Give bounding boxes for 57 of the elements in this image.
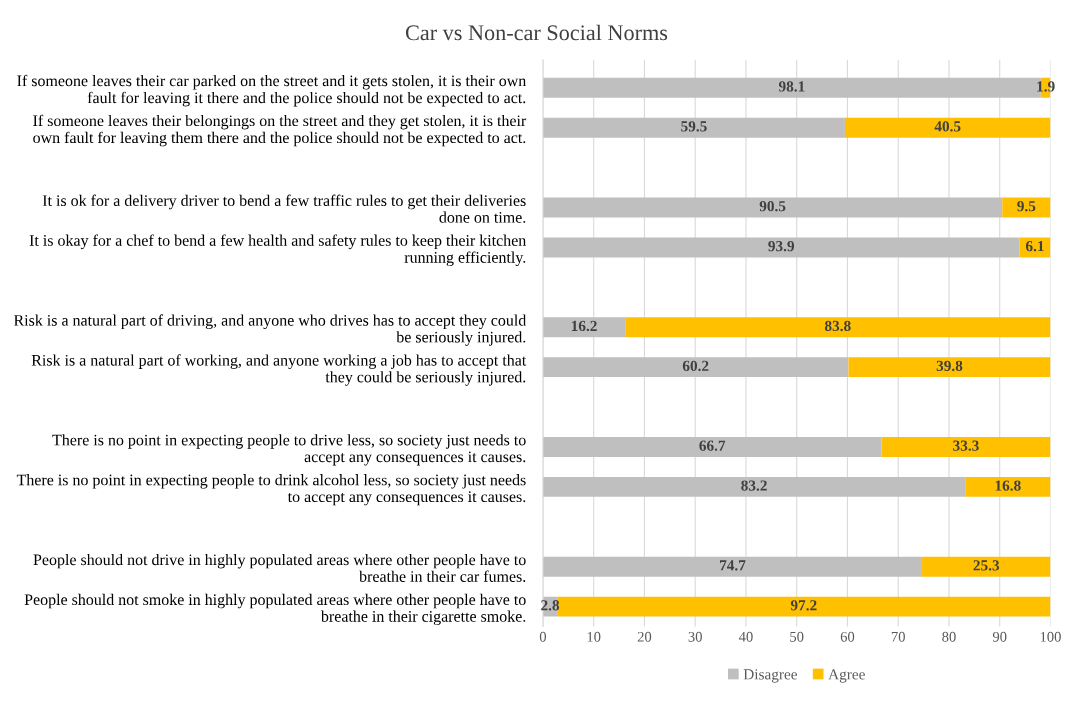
y-tick-label: If someone leaves their belongings on the street and they get stolen, it is their own fault for leaving them there and the police should not be expected to act. bbox=[33, 114, 527, 147]
data-label: 33.3 bbox=[953, 440, 979, 451]
data-label: 83.2 bbox=[741, 480, 767, 491]
bar bbox=[848, 357, 1051, 378]
legend-label: Agree bbox=[828, 669, 865, 683]
y-tick-label: It is ok for a delivery driver to bend a few traffic rules to get their deliveries done on time. bbox=[42, 194, 526, 223]
data-label: 6.1 bbox=[1025, 240, 1044, 252]
data-label: 9.5 bbox=[1017, 201, 1036, 212]
data-label: 66.7 bbox=[699, 440, 726, 451]
x-tick-label: 90 bbox=[992, 631, 1007, 642]
y-tick-label: There is no point in expecting people to drink alcohol less, so society just needs to accept any consequences it causes. bbox=[16, 474, 526, 506]
bar bbox=[557, 596, 1051, 617]
bar bbox=[625, 317, 1051, 338]
bar bbox=[881, 436, 1051, 457]
y-tick-label: It is okay for a chef to bend a few health and safety rules to keep their kitchen running efficiently. bbox=[29, 234, 527, 267]
data-label: 98.1 bbox=[778, 81, 805, 92]
y-tick-label: People should not drive in highly populated areas where other people have to breathe in their car fumes. bbox=[33, 553, 526, 582]
data-label: 40.5 bbox=[934, 121, 961, 132]
data-label: 83.8 bbox=[824, 320, 851, 332]
x-tick-label: 20 bbox=[637, 631, 652, 642]
legend-label: Disagree bbox=[743, 669, 798, 683]
bar bbox=[844, 117, 1051, 138]
x-tick-label: 50 bbox=[790, 631, 804, 642]
data-label: 93.9 bbox=[768, 240, 795, 252]
x-tick-label: 70 bbox=[891, 631, 905, 642]
y-tick-label: There is no point in expecting people to drive less, so society just needs to accept any consequences it causes. bbox=[52, 434, 526, 466]
data-label: 90.5 bbox=[759, 201, 786, 212]
data-label: 60.2 bbox=[682, 360, 709, 372]
bar bbox=[542, 436, 882, 457]
data-label: 25.3 bbox=[973, 560, 1000, 571]
x-tick-label: 80 bbox=[942, 631, 956, 642]
y-tick-label: Risk is a natural part of driving, and anyone who drives has to accept they could be seriously injured. bbox=[13, 314, 527, 346]
data-label: 39.8 bbox=[936, 360, 963, 372]
x-tick-label: 0 bbox=[539, 631, 547, 642]
bar bbox=[542, 476, 966, 497]
x-tick-label: 60 bbox=[840, 631, 855, 642]
bar bbox=[542, 317, 626, 338]
y-tick-label: If someone leaves their car parked on the street and it gets stolen, it is their own fault for leaving it there and the police should not be expected to act. bbox=[17, 74, 527, 107]
y-tick-label: People should not smoke in highly populated areas where other people have to breathe in their cigarette smoke. bbox=[24, 593, 526, 626]
x-tick-label: 10 bbox=[587, 631, 601, 642]
bar bbox=[542, 556, 923, 577]
bar bbox=[542, 197, 1003, 218]
bar bbox=[542, 237, 1020, 258]
chart-title: Car vs Non-car Social Norms bbox=[405, 24, 668, 41]
bar bbox=[542, 357, 849, 378]
x-tick-label: 40 bbox=[738, 631, 753, 642]
bar bbox=[922, 556, 1051, 577]
data-label: 16.8 bbox=[995, 480, 1021, 491]
data-label: 59.5 bbox=[681, 121, 707, 132]
y-tick-label: Risk is a natural part of working, and anyone working a job has to accept that they could be seriously injured. bbox=[31, 354, 527, 386]
data-label: 16.2 bbox=[571, 320, 597, 332]
data-label: 74.7 bbox=[720, 560, 746, 571]
x-tick-label: 30 bbox=[688, 631, 702, 642]
data-label: 97.2 bbox=[790, 600, 817, 611]
bar bbox=[542, 117, 845, 138]
x-tick-label: 100 bbox=[1040, 631, 1061, 642]
bar bbox=[965, 476, 1051, 497]
